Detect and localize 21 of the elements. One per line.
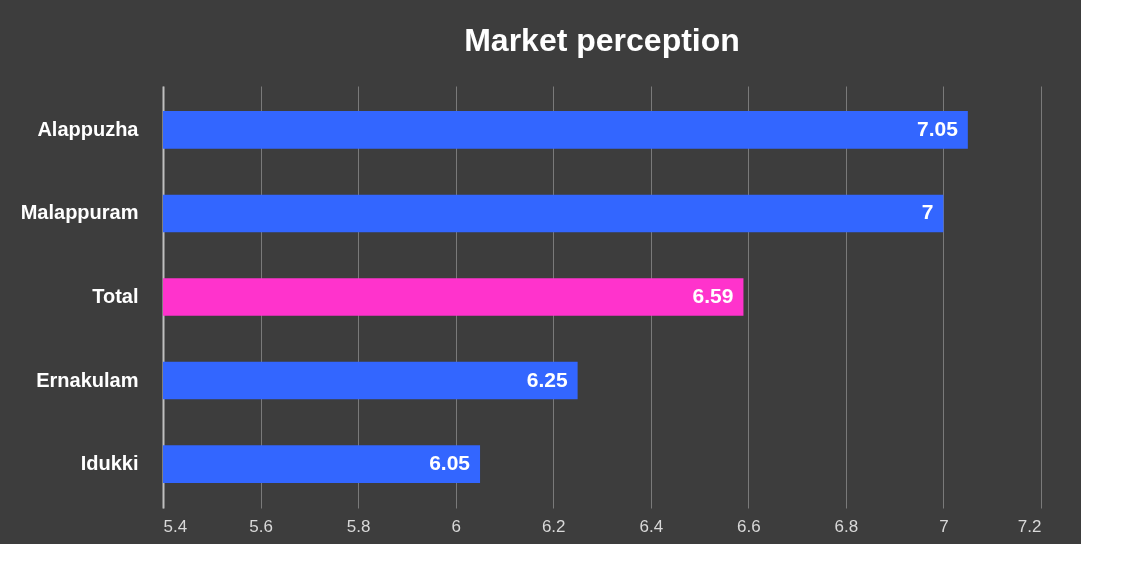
y-tick-label: Idukki [80,452,139,475]
x-tick-label: 6.8 [834,516,859,536]
y-tick-label: Ernakulam [36,368,139,391]
data-label: 6.25 [526,367,568,391]
x-tick-label: 6.6 [737,516,761,536]
data-label: 7 [921,200,934,224]
x-tick-label: 6 [451,516,461,536]
x-tick-label: 5.6 [249,516,273,536]
x-tick-label: 7 [939,516,949,536]
chart-title: Market perception [464,22,740,58]
data-label: 6.05 [429,451,471,475]
x-tick-label: 5.4 [163,516,188,536]
x-tick-label: 6.4 [639,516,664,536]
x-tick-label: 7.2 [1017,516,1042,536]
x-tick-label: 6.2 [541,516,566,536]
y-tick-label: Malappuram [20,201,139,224]
data-label: 7.05 [916,116,959,140]
x-tick-label: 5.8 [346,516,371,536]
data-label: 6.59 [692,284,734,307]
y-tick-label: Total [92,285,139,307]
y-tick-label: Alappuzha [37,117,140,140]
